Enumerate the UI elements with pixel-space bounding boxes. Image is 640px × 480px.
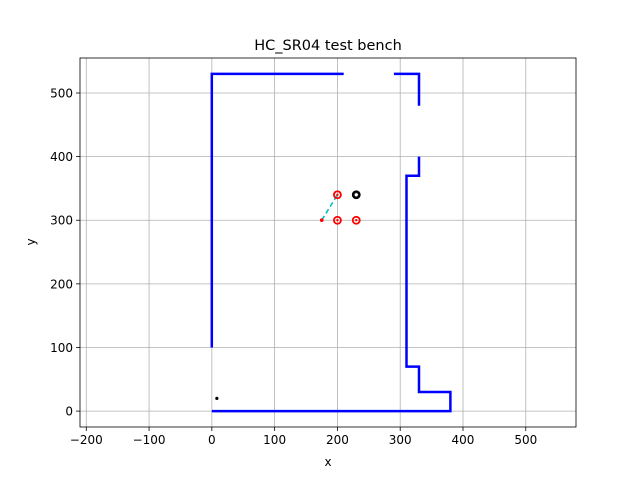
y-tick-label: 400 [50,150,73,164]
origin-marker [319,218,324,223]
y-tick-label: 500 [50,86,73,100]
sensor-point-center [336,193,339,196]
target-point [351,190,361,200]
sensor-beam [321,194,339,221]
grid [80,58,576,427]
sensor-point-center [355,219,358,222]
x-tick-label: 500 [514,433,537,447]
sensor-point [333,215,342,225]
x-tick-label: −100 [133,433,166,447]
y-axis-title: y [24,238,38,245]
x-tick-label: 0 [208,433,216,447]
sensor-point [351,215,361,225]
y-tick-label: 300 [50,214,73,228]
x-tick-label: 400 [452,433,475,447]
y-tick-label: 100 [50,341,73,355]
wall-segment [211,156,452,413]
sensor-point [333,190,342,200]
x-axis-title: x [324,455,331,469]
x-tick-label: −200 [70,433,103,447]
data-layer [210,72,452,413]
chart-title: HC_SR04 test bench [254,38,402,54]
wall-segment [210,72,344,348]
small-marker [215,396,219,400]
x-tick-label: 300 [389,433,412,447]
x-tick-label: 100 [263,433,286,447]
target-point-inner [353,192,359,198]
ticks: −200 −100 0 100 200 300 400 500 0 100 200 300 400 500 [50,86,537,447]
wall-segment [393,72,421,106]
y-tick-label: 0 [65,405,73,419]
y-tick-label: 200 [50,277,73,291]
x-tick-label: 200 [326,433,349,447]
sensor-point-center [336,219,339,222]
plot-frame [79,57,577,428]
